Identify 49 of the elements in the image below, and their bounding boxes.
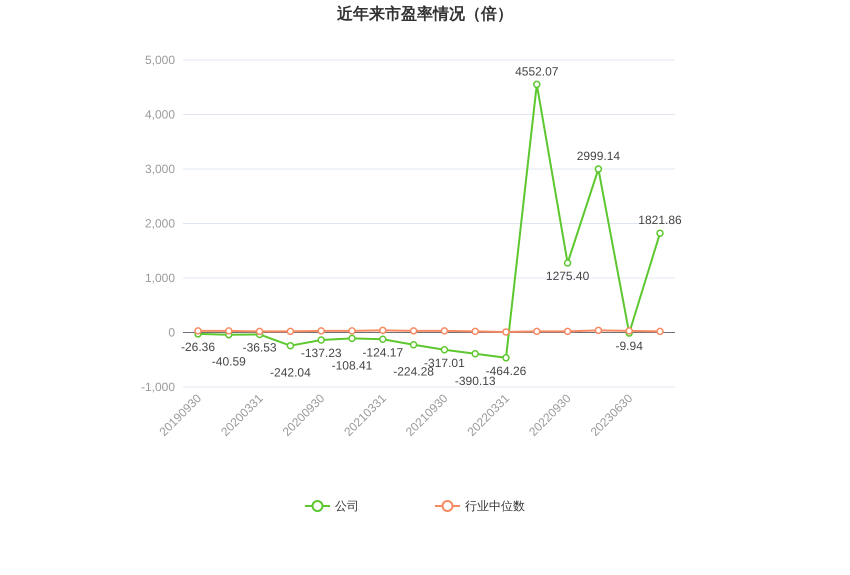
data-label: 1821.86 (638, 213, 682, 228)
y-tick-label: 3,000 (144, 162, 176, 176)
legend-label: 公司 (335, 499, 359, 513)
point (317, 336, 325, 344)
point (594, 165, 602, 173)
point (348, 327, 356, 335)
point (471, 350, 479, 358)
point (286, 328, 294, 336)
data-label: -40.59 (212, 354, 246, 369)
point (440, 346, 448, 354)
point (656, 229, 664, 237)
point (225, 327, 233, 335)
point (286, 342, 294, 350)
y-tick-label: 4,000 (144, 108, 176, 122)
data-label: -242.04 (270, 366, 312, 380)
point (502, 328, 510, 336)
data-label: -137.23 (300, 346, 342, 360)
data-label: -36.53 (242, 340, 277, 354)
point (256, 328, 264, 336)
data-label: 4552.07 (515, 64, 559, 78)
point (379, 326, 387, 334)
y-tick-label: 2,000 (144, 216, 176, 230)
legend-label: 行业中位数 (465, 499, 525, 513)
point (379, 336, 387, 344)
point (440, 327, 448, 335)
data-label: -26.36 (180, 340, 216, 354)
data-label: 2999.14 (576, 149, 620, 164)
point (533, 328, 541, 336)
chart-title: 近年来市盈率情况（倍） (336, 4, 513, 23)
point (656, 328, 664, 336)
data-label: 1275.40 (546, 268, 590, 283)
point (564, 328, 572, 336)
y-tick-label: 0 (168, 326, 176, 340)
point (410, 327, 418, 335)
point (348, 334, 356, 342)
y-tick-label: 1,000 (144, 271, 176, 285)
y-tick-label: 5,000 (144, 53, 176, 67)
point (471, 328, 479, 336)
point (502, 354, 510, 362)
point (194, 327, 202, 335)
point (410, 340, 418, 348)
point (317, 327, 325, 335)
point (594, 326, 602, 334)
data-label: -108.41 (332, 358, 373, 372)
y-tick-label: -1,000 (140, 380, 176, 394)
data-label: -124.17 (362, 345, 404, 360)
point (533, 80, 541, 88)
data-label: -9.94 (616, 339, 644, 354)
point (564, 259, 572, 267)
